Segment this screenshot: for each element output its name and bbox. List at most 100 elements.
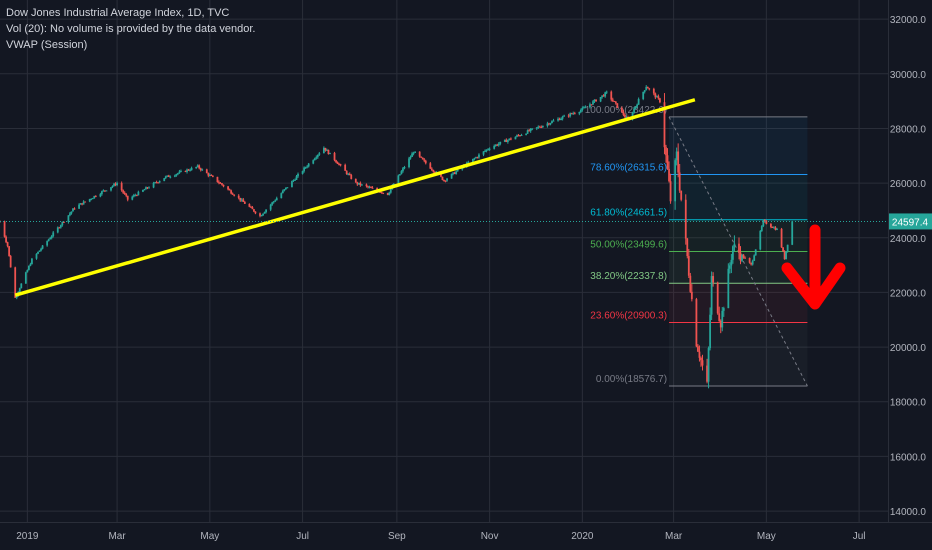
candle-body [397,175,400,185]
candle-body [744,257,746,259]
x-tick-label: Nov [481,531,499,542]
candle-body [730,259,733,266]
candle-body [678,172,681,191]
candle-body [99,194,102,197]
candle-body [751,260,754,265]
volume-indicator-label[interactable]: Vol (20): No volume is provided by the d… [6,23,256,35]
candle-body [73,208,76,210]
candle-body [46,241,49,246]
candle-body [146,187,149,189]
candle-body [382,192,385,194]
candle-body [326,149,328,151]
candle-body [423,159,426,161]
candle-body [563,115,566,117]
candle-body [573,113,576,115]
candle-body [243,201,246,204]
candle-body [90,198,93,200]
candle-body [482,151,485,155]
candle-body [253,209,255,212]
candle-body [49,238,52,240]
candle-body [186,169,188,172]
candle-body [538,126,541,128]
candle-body [686,238,689,257]
candle-body [78,204,80,209]
candle-body [47,239,50,242]
candle-body [762,220,765,227]
x-tick-label: May [200,531,219,542]
candle-body [120,183,123,191]
candle-body [418,151,421,157]
candle-body [655,96,658,98]
candle-body [157,182,160,184]
candle-body [602,95,605,97]
candle-body [94,195,97,197]
candle-body [360,184,363,186]
candle-body [783,251,786,260]
candle-body [599,96,602,102]
drawing-overlays[interactable] [0,98,888,310]
candle-body [776,228,778,230]
y-tick-label: 22000.0 [890,288,927,299]
candle-body [780,228,783,248]
candle-body [114,183,117,186]
candle-body [359,182,362,186]
candle-body [283,189,286,191]
candle-body [111,185,114,188]
candle-body [122,190,125,193]
candle-body [123,192,126,195]
candle-body [452,172,455,174]
candle-body [634,106,637,109]
symbol-title[interactable]: Dow Jones Industrial Average Index, 1D, … [6,7,230,19]
candle-body [269,204,272,210]
candle-body [697,346,699,352]
candle-body [408,158,410,168]
candle-body [142,189,144,192]
candle-body [475,157,477,159]
candle-body [403,167,406,169]
candle-body [637,99,640,105]
candle-body [70,211,73,214]
candle-body [569,113,572,117]
candle-body [297,173,299,177]
candle-body [262,213,264,216]
candle-body [201,169,204,171]
candle-body [760,226,763,232]
candle-body [738,243,740,253]
candle-body [516,135,518,137]
candle-body [593,99,596,102]
candle-body [104,190,106,192]
fibonacci-retracement[interactable]: 100.00%(28422.6) 78.60%(26315.6) 61.80%(24… [585,105,808,387]
candle-body [6,242,9,247]
candle-body [742,254,745,258]
candle-body [519,135,521,137]
y-tick-label: 14000.0 [890,507,927,518]
candle-body [313,158,316,161]
candle-body [669,181,672,202]
candle-body [541,125,544,128]
candle-body [728,265,731,269]
candle-body [548,123,550,125]
candle-body [701,360,704,366]
candle-body [733,243,736,247]
candle-body [180,170,182,172]
candle-body [143,189,146,191]
candle-body [113,183,115,186]
candle-body [166,175,169,177]
candle-body [601,95,604,97]
candle-body [409,156,412,159]
candle-body [552,120,555,122]
x-tick-label: May [757,531,776,542]
candle-body [126,195,129,200]
candle-body [677,151,680,173]
candle-body [208,174,211,176]
candle-body [251,207,254,210]
candle-body [666,155,669,169]
candle-body [652,88,655,94]
candle-body [517,135,520,137]
candle-body [520,134,523,136]
candle-body [441,176,444,181]
vwap-indicator-label[interactable]: VWAP (Session) [6,39,88,51]
candle-body [549,123,552,125]
candle-body [633,108,635,113]
